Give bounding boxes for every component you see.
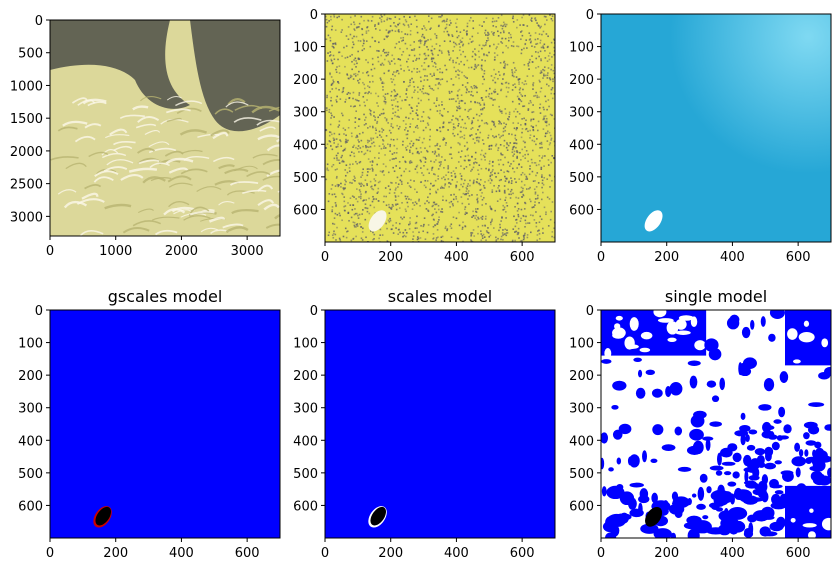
y-tick-label: 100 — [18, 337, 43, 352]
x-tick-label: 200 — [378, 546, 403, 561]
mask-background — [325, 310, 555, 538]
x-tick-label: 200 — [103, 546, 128, 561]
panel-image — [325, 14, 555, 242]
y-tick-label: 3000 — [10, 210, 43, 225]
y-tick-label: 400 — [569, 138, 594, 153]
y-tick-label: 400 — [293, 138, 318, 153]
y-tick-label: 600 — [293, 203, 318, 218]
y-tick-label: 500 — [293, 171, 318, 186]
panel-image — [50, 20, 280, 236]
x-tick-label: 0 — [321, 250, 329, 265]
x-tick-label: 200 — [654, 250, 679, 265]
y-tick-label: 200 — [293, 369, 318, 384]
y-tick-label: 500 — [293, 467, 318, 482]
x-tick-label: 0 — [597, 546, 605, 561]
axes-frame — [49, 19, 281, 237]
x-tick-label: 600 — [786, 250, 811, 265]
y-tick-label: 500 — [569, 171, 594, 186]
y-tick-label: 500 — [569, 467, 594, 482]
y-tick-label: 200 — [293, 73, 318, 88]
x-tick-label: 400 — [720, 546, 745, 561]
panel-image — [50, 310, 280, 538]
y-tick-label: 500 — [18, 47, 43, 62]
y-tick-label: 600 — [293, 499, 318, 514]
x-tick-label: 3000 — [231, 244, 264, 259]
y-tick-label: 600 — [18, 499, 43, 514]
y-tick-label: 100 — [569, 41, 594, 56]
bright-blob — [368, 210, 387, 232]
mask-blob — [95, 506, 112, 526]
y-tick-label: 2000 — [10, 145, 43, 160]
y-tick-label: 300 — [293, 106, 318, 121]
y-tick-label: 200 — [569, 369, 594, 384]
x-tick-label: 400 — [444, 546, 469, 561]
x-tick-label: 200 — [654, 546, 679, 561]
y-tick-label: 0 — [35, 304, 43, 319]
x-tick-label: 0 — [321, 546, 329, 561]
y-tick-label: 0 — [310, 8, 318, 23]
y-tick-label: 400 — [18, 434, 43, 449]
y-tick-label: 200 — [18, 369, 43, 384]
y-tick-label: 100 — [293, 337, 318, 352]
x-tick-label: 600 — [510, 546, 535, 561]
panel-1: 0 1000 2000 3000 0 500 1000 1500 2000 2500 3000 — [10, 14, 281, 259]
y-tick-label: 2500 — [10, 178, 43, 193]
water-region — [190, 20, 280, 132]
x-tick-label: 400 — [444, 250, 469, 265]
x-tick-label: 200 — [378, 250, 403, 265]
water-region — [50, 20, 190, 109]
panel-title: single model — [665, 287, 767, 306]
y-tick-label: 300 — [569, 402, 594, 417]
panel-image — [601, 14, 831, 242]
x-tick-label: 0 — [46, 546, 54, 561]
y-tick-label: 600 — [569, 499, 594, 514]
x-tick-label: 400 — [169, 546, 194, 561]
axes-frame — [49, 309, 281, 539]
x-tick-label: 600 — [510, 250, 535, 265]
y-tick-label: 300 — [293, 402, 318, 417]
x-tick-label: 600 — [235, 546, 260, 561]
y-tick-label: 0 — [586, 304, 594, 319]
axes-frame — [324, 13, 556, 243]
axes-frame — [600, 13, 832, 243]
mask-blob — [370, 506, 387, 526]
water-background — [601, 14, 831, 242]
y-tick-label: 400 — [293, 434, 318, 449]
mask-blob — [645, 506, 663, 527]
y-tick-label: 0 — [310, 304, 318, 319]
axes-frame — [324, 309, 556, 539]
panel-6: 0 200 400 600 0 100 200 300 400 500 600 single mode… — [569, 287, 832, 561]
panel-2: 0 200 400 600 0 100 200 300 400 500 600 — [293, 8, 556, 265]
x-tick-label: 2000 — [165, 244, 198, 259]
y-tick-label: 0 — [586, 8, 594, 23]
panel-4: 0 200 400 600 0 100 200 300 400 500 600 gscales mod… — [18, 287, 281, 561]
panel-5: 0 200 400 600 0 100 200 300 400 500 600 scales mode… — [293, 287, 556, 561]
axes-frame — [600, 309, 832, 539]
x-tick-label: 400 — [720, 250, 745, 265]
x-tick-label: 0 — [46, 244, 54, 259]
y-tick-label: 100 — [569, 337, 594, 352]
panel-3: 0 200 400 600 0 100 200 300 400 500 600 — [569, 8, 832, 265]
x-tick-label: 1000 — [99, 244, 132, 259]
y-tick-label: 500 — [18, 467, 43, 482]
panel-image — [601, 310, 831, 538]
y-tick-label: 0 — [35, 14, 43, 29]
y-tick-label: 600 — [569, 203, 594, 218]
mask-background — [50, 310, 280, 538]
y-tick-label: 300 — [18, 402, 43, 417]
panel-title: scales model — [388, 287, 492, 306]
bright-blob — [644, 210, 663, 232]
y-tick-label: 200 — [569, 73, 594, 88]
y-tick-label: 300 — [569, 106, 594, 121]
panel-title: gscales model — [108, 287, 223, 306]
y-tick-label: 100 — [293, 41, 318, 56]
panel-image — [325, 310, 555, 538]
y-tick-label: 400 — [569, 434, 594, 449]
x-tick-label: 600 — [786, 546, 811, 561]
y-tick-label: 1500 — [10, 112, 43, 127]
y-tick-label: 1000 — [10, 79, 43, 94]
x-tick-label: 0 — [597, 250, 605, 265]
